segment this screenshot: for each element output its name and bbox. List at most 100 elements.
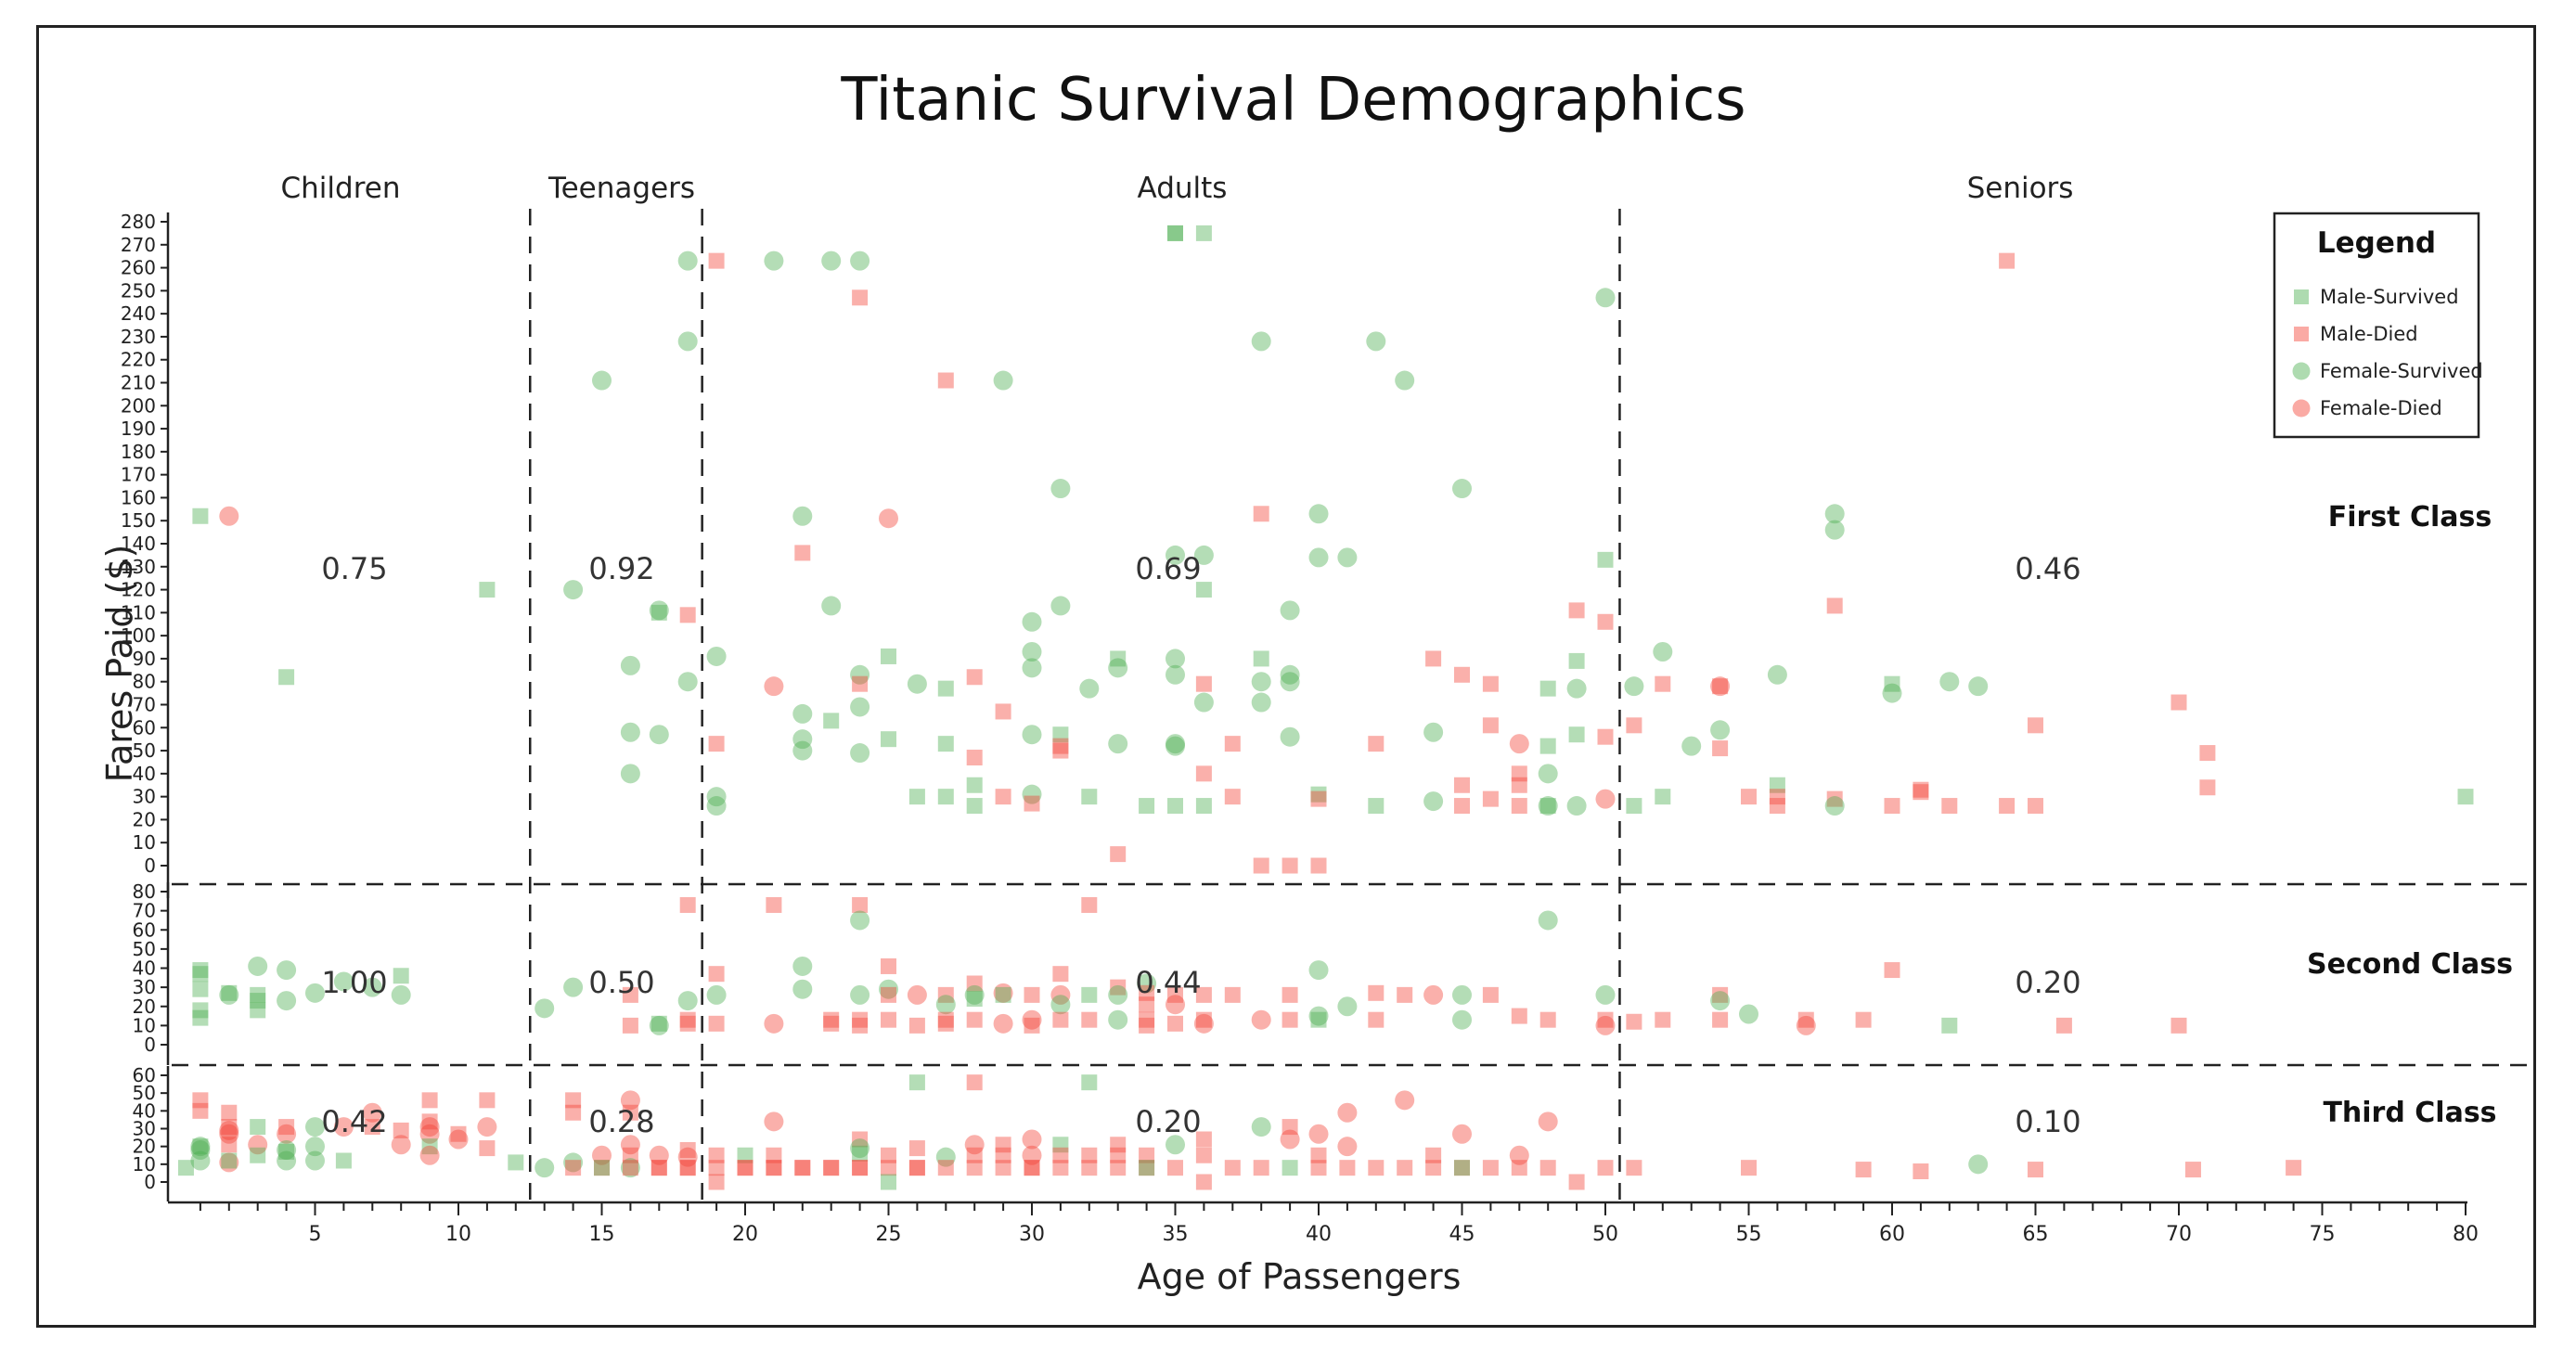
male-died-point	[1597, 1011, 1614, 1028]
male-died-point	[852, 1160, 869, 1176]
male-died-point	[2170, 694, 2187, 711]
male-died-point	[1139, 1147, 1155, 1163]
male-died-point	[1482, 717, 1499, 734]
female-died-point	[764, 1013, 784, 1034]
female-survived-point	[1452, 479, 1472, 499]
male-died-point	[1310, 790, 1327, 807]
male-died-point	[881, 1160, 896, 1176]
male-died-point	[1597, 613, 1614, 630]
female-survived-point	[391, 984, 411, 1005]
male-survived-point	[1539, 738, 1556, 754]
male-died-point	[1052, 1011, 1069, 1028]
survival-rate-label: 0.46	[2015, 551, 2080, 586]
male-died-point	[995, 703, 1011, 720]
male-died-point	[1368, 984, 1385, 1001]
male-died-point	[966, 1011, 983, 1028]
male-survived-point	[1195, 798, 1212, 815]
male-died-point	[1913, 781, 1929, 798]
male-died-point	[1425, 650, 1442, 667]
male-died-point	[2199, 745, 2216, 762]
female-survived-point	[1824, 520, 1845, 540]
male-died-point	[1224, 986, 1241, 1003]
y-tick-label: 150	[121, 509, 156, 532]
male-died-point	[1052, 1147, 1069, 1163]
x-tick-label: 30	[1019, 1223, 1045, 1246]
male-died-point	[565, 1160, 582, 1176]
female-died-point	[879, 508, 898, 529]
x-tick-label: 20	[732, 1223, 758, 1246]
survival-rate-labels: 0.75 0.92 0.69 0.46 1.00 0.50 0.44 0.20 0.42 0.28…	[321, 551, 2080, 1139]
female-died-point	[419, 1117, 440, 1137]
male-survived-point	[250, 993, 266, 1009]
legend-label: Female-Died	[2320, 397, 2442, 419]
male-survived-point	[421, 1138, 438, 1155]
male-died-point	[1310, 857, 1327, 874]
y-tick-label: 140	[121, 533, 156, 555]
female-survived-point	[1681, 736, 1702, 756]
male-died-point	[1913, 784, 1929, 801]
male-survived-point	[823, 713, 840, 729]
female-survived-point	[1050, 479, 1071, 499]
class-label: First Class	[2328, 501, 2492, 533]
male-survived-point	[1110, 650, 1127, 667]
y-tick-label: 70	[133, 694, 156, 716]
male-died-point	[995, 1160, 1011, 1176]
male-survived-point	[1081, 986, 1098, 1003]
age-group-label-seniors: Seniors	[1967, 172, 2074, 205]
male-died-point	[794, 545, 811, 561]
female-died-point	[419, 1124, 440, 1144]
female-died-point	[1308, 1124, 1329, 1144]
female-survived-point	[1308, 960, 1329, 981]
female-survived-point	[850, 910, 870, 931]
male-died-point	[2055, 1017, 2072, 1034]
female-died-point	[1452, 1124, 1472, 1144]
male-died-point	[1195, 675, 1212, 692]
y-tick-label: 190	[121, 418, 156, 440]
male-died-point	[1884, 798, 1900, 815]
male-died-point	[708, 1160, 725, 1176]
y-tick-label: 20	[133, 1136, 156, 1158]
female-survived-point	[706, 787, 727, 807]
female-survived-point	[277, 960, 297, 981]
female-survived-point	[850, 743, 870, 764]
x-tick-label: 60	[1879, 1223, 1905, 1246]
male-died-point	[1167, 1015, 1183, 1032]
male-survived-point	[1626, 798, 1642, 815]
male-died-point	[1253, 1160, 1269, 1176]
male-survived-point	[881, 1174, 896, 1190]
female-survived-point	[1166, 649, 1185, 669]
survival-rate-label: 0.10	[2015, 1104, 2080, 1139]
male-died-point	[1310, 1147, 1327, 1163]
male-died-point	[823, 1011, 840, 1028]
y-tick-label: 220	[121, 349, 156, 371]
x-tick-label: 25	[876, 1223, 902, 1246]
female-survived-point	[677, 251, 698, 271]
male-survived-point	[1052, 726, 1069, 743]
y-axes: 0102030405060708090100110120130140150160…	[121, 211, 170, 1201]
male-died-point	[966, 1147, 983, 1163]
male-died-point	[1826, 790, 1843, 807]
male-died-point	[1826, 597, 1843, 614]
male-died-point	[1855, 1162, 1872, 1178]
female-died-point	[219, 506, 239, 526]
male-died-point	[2199, 779, 2216, 796]
female-died-point	[1423, 984, 1444, 1005]
survival-rate-label: 0.92	[588, 551, 654, 586]
male-survived-point	[937, 736, 954, 752]
male-survived-point	[1282, 1160, 1298, 1176]
female-died-point	[1050, 984, 1071, 1005]
female-died-point	[649, 1145, 669, 1165]
male-died-point	[1195, 1011, 1212, 1028]
male-died-point	[708, 1147, 725, 1163]
male-died-point	[1368, 736, 1385, 752]
female-died-point	[592, 1145, 612, 1165]
x-axis-label: Age of Passengers	[1138, 1256, 1462, 1297]
female-died-point	[1022, 1129, 1042, 1150]
male-survived-point	[192, 1009, 209, 1026]
chart-frame: Titanic Survival Demographics Age of Pas…	[36, 25, 2536, 1328]
male-survived-point	[221, 1152, 238, 1169]
female-survived-point	[219, 984, 239, 1005]
male-died-point	[766, 1147, 782, 1163]
male-survived-point	[594, 1160, 610, 1176]
female-died-point	[1595, 1015, 1616, 1035]
